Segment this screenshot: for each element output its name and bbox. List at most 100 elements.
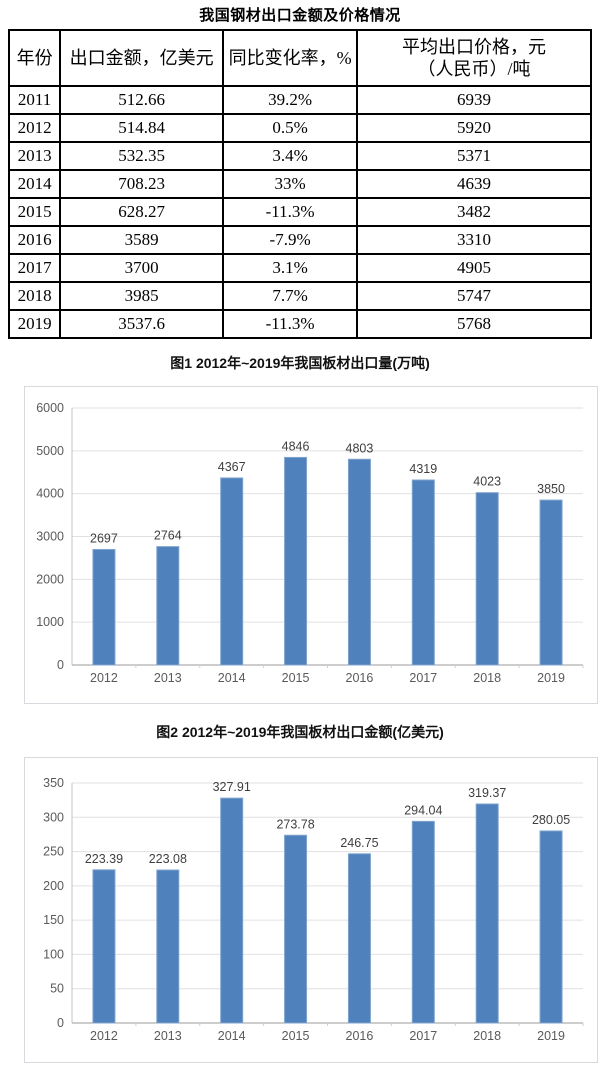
table-cell: 5920 — [356, 113, 592, 143]
x-tick-label: 2018 — [473, 1029, 501, 1043]
bar-value-label: 223.39 — [85, 852, 123, 866]
bar-2016 — [347, 853, 371, 1024]
table-row: 2013 532.35 3.4% 5371 — [7, 141, 592, 171]
y-tick-label: 50 — [50, 982, 64, 996]
bar-2015 — [284, 456, 308, 666]
table-cell: 2018 — [7, 281, 62, 311]
x-tick-label: 2016 — [346, 671, 374, 685]
bar-value-label: 2764 — [154, 529, 182, 543]
table-cell: 4905 — [356, 253, 592, 283]
bar-2014 — [220, 477, 244, 666]
table-row: 2017 3700 3.1% 4905 — [7, 253, 592, 283]
table-cell: 3.1% — [222, 253, 359, 283]
bar-2015 — [284, 834, 308, 1024]
bar-value-label: 4367 — [218, 460, 246, 474]
table-cell: 628.27 — [59, 197, 225, 227]
table-cell: 512.66 — [59, 85, 225, 115]
table-row: 2014 708.23 33% 4639 — [7, 169, 592, 199]
table-row: 2018 3985 7.7% 5747 — [7, 281, 592, 311]
table-cell: 39.2% — [222, 85, 359, 115]
figure2-bar-chart-svg: 0 50 100 150 200 250 300 350 223.39 2012 223.08 201… — [43, 776, 584, 1043]
header-export-amount: 出口金额，亿美元 — [59, 29, 225, 87]
header-avg-price: 平均出口价格，元 （人民币）/吨 — [356, 29, 592, 87]
bar-2012 — [92, 869, 116, 1024]
table-cell: 3589 — [59, 225, 225, 255]
table-cell: 3537.6 — [59, 309, 225, 339]
bar-value-label: 246.75 — [340, 836, 378, 850]
table-cell: 2017 — [7, 253, 62, 283]
x-tick-label: 2014 — [218, 1029, 246, 1043]
table-row: 2015 628.27 -11.3% 3482 — [7, 197, 592, 227]
bar-value-label: 273.78 — [276, 817, 314, 831]
figure1-bar-chart-svg: 0 1000 2000 3000 4000 5000 6000 2697 2012 2764 201… — [36, 401, 584, 685]
table-row: 2011 512.66 39.2% 6939 — [7, 85, 592, 115]
bar-value-label: 4319 — [409, 462, 437, 476]
table-cell: 5768 — [356, 309, 592, 339]
table-cell: 3482 — [356, 197, 592, 227]
table-cell: 2015 — [7, 197, 62, 227]
table-cell: 5371 — [356, 141, 592, 171]
header-avg-price-line2: （人民币）/吨 — [417, 59, 531, 79]
x-tick-label: 2014 — [218, 671, 246, 685]
bar-value-label: 319.37 — [468, 786, 506, 800]
table-cell: 3700 — [59, 253, 225, 283]
table-cell: 7.7% — [222, 281, 359, 311]
y-tick-label: 250 — [43, 845, 64, 859]
bar-2017 — [411, 479, 435, 666]
bar-value-label: 2697 — [90, 531, 118, 545]
table-cell: -7.9% — [222, 225, 359, 255]
x-tick-label: 2019 — [537, 671, 565, 685]
y-tick-label: 0 — [57, 1016, 64, 1030]
bar-value-label: 294.04 — [404, 803, 442, 817]
bar-2016 — [347, 458, 371, 666]
bar-2017 — [411, 820, 435, 1024]
page-title: 我国钢材出口金额及价格情况 — [199, 7, 401, 24]
x-tick-label: 2019 — [537, 1029, 565, 1043]
table-cell: 532.35 — [59, 141, 225, 171]
steel-export-table: 年份 出口金额，亿美元 同比变化率，% 平均出口价格，元 （人民币）/吨 2011… — [7, 29, 592, 339]
figure2-caption: 图2 2012年~2019年我国板材出口金额(亿美元) — [156, 724, 444, 740]
table-row: 2012 514.84 0.5% 5920 — [7, 113, 592, 143]
table-cell: 2014 — [7, 169, 62, 199]
x-tick-label: 2016 — [346, 1029, 374, 1043]
figure1-caption: 图1 2012年~2019年我国板材出口量(万吨) — [170, 355, 430, 371]
bar-value-label: 4803 — [346, 441, 374, 455]
x-tick-label: 2015 — [282, 671, 310, 685]
y-tick-label: 1000 — [36, 615, 64, 629]
table-cell: 0.5% — [222, 113, 359, 143]
bar-2013 — [156, 546, 180, 666]
table-header-row: 年份 出口金额，亿美元 同比变化率，% 平均出口价格，元 （人民币）/吨 — [7, 29, 592, 87]
bar-value-label: 327.91 — [213, 780, 251, 794]
table-cell: -11.3% — [222, 309, 359, 339]
figure2-chart: 0 50 100 150 200 250 300 350 223.39 2012 223.08 201… — [24, 757, 598, 1063]
table-cell: 3.4% — [222, 141, 359, 171]
table-cell: 4639 — [356, 169, 592, 199]
table-cell: 3310 — [356, 225, 592, 255]
x-tick-label: 2018 — [473, 671, 501, 685]
y-tick-label: 4000 — [36, 487, 64, 501]
table-row: 2016 3589 -7.9% 3310 — [7, 225, 592, 255]
table-row: 2019 3537.6 -11.3% 5768 — [7, 309, 592, 339]
bar-2012 — [92, 548, 116, 666]
header-avg-price-line1: 平均出口价格，元 — [402, 36, 546, 57]
header-yoy-rate: 同比变化率，% — [222, 29, 359, 87]
y-tick-label: 350 — [43, 776, 64, 790]
y-tick-label: 2000 — [36, 572, 64, 586]
x-tick-label: 2013 — [154, 671, 182, 685]
y-tick-label: 5000 — [36, 444, 64, 458]
y-tick-label: 3000 — [36, 530, 64, 544]
x-tick-label: 2013 — [154, 1029, 182, 1043]
bar-value-label: 4023 — [473, 475, 501, 489]
bar-value-label: 223.08 — [149, 852, 187, 866]
y-tick-label: 300 — [43, 810, 64, 824]
y-tick-label: 200 — [43, 879, 64, 893]
bar-2019 — [539, 830, 563, 1024]
y-tick-label: 150 — [43, 913, 64, 927]
table-cell: 2013 — [7, 141, 62, 171]
bar-value-label: 280.05 — [532, 813, 570, 827]
header-year: 年份 — [7, 29, 62, 87]
table-cell: 6939 — [356, 85, 592, 115]
x-tick-label: 2012 — [90, 671, 118, 685]
table-cell: 2011 — [7, 85, 62, 115]
bar-value-label: 3850 — [537, 482, 565, 496]
